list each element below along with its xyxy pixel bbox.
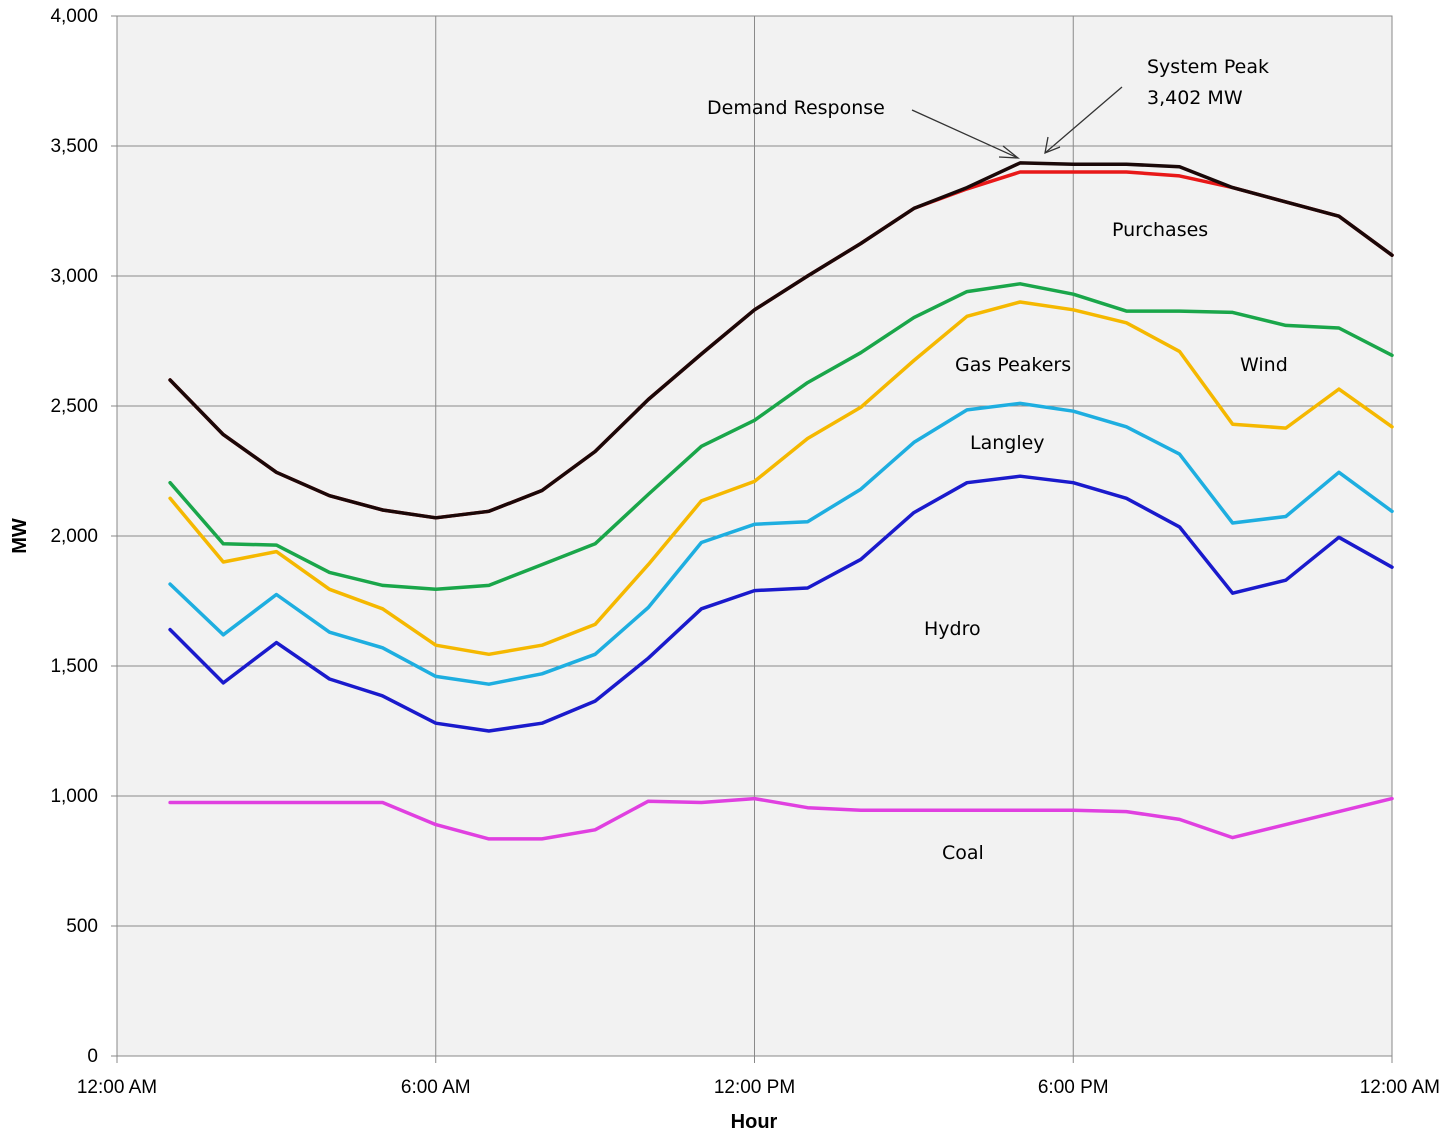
demand-response-arrow	[911, 109, 1019, 159]
series-line-6	[168, 161, 1394, 520]
y-tick-label: 4,000	[50, 6, 98, 27]
y-tick-label: 500	[66, 916, 98, 937]
series-line-2	[168, 401, 1394, 686]
y-axis-title: MW	[9, 518, 31, 554]
x-tick-label: 6:00 PM	[1038, 1077, 1109, 1098]
x-tick-label: 6:00 AM	[401, 1077, 471, 1098]
series-line-3	[168, 300, 1394, 657]
y-tick-labels: 0 500 1,000 1,500 2,000 2,500 3,000 3,500 4,000	[50, 6, 98, 1067]
annotation-demand-response: Demand Response	[707, 97, 885, 119]
x-tick-labels: 12:00 AM 6:00 AM 12:00 PM 6:00 PM 12:00 AM	[77, 1077, 1440, 1098]
y-tick-label: 0	[87, 1046, 98, 1067]
annotation-hydro: Hydro	[924, 618, 981, 640]
annotation-gas-peakers: Gas Peakers	[955, 354, 1071, 376]
x-tick-label: 12:00 PM	[714, 1077, 795, 1098]
y-tick-label: 2,000	[50, 526, 98, 547]
annotation-purchases: Purchases	[1112, 219, 1208, 241]
demand-response-arrowhead	[998, 145, 1020, 159]
y-tick-label: 1,500	[50, 656, 98, 677]
series-line-1	[168, 474, 1394, 733]
y-tick-label: 2,500	[50, 396, 98, 417]
annotation-system-peak-value: 3,402 MW	[1147, 87, 1243, 109]
system-peak-arrowhead	[1044, 136, 1061, 155]
x-axis-title: Hour	[731, 1111, 778, 1133]
system-peak-arrow	[1044, 86, 1123, 154]
series-lines	[168, 161, 1394, 841]
series-line-4	[168, 282, 1394, 592]
series-line-0	[168, 796, 1394, 841]
gridlines	[111, 15, 1393, 1063]
annotation-arrows	[911, 86, 1123, 159]
x-tick-label: 12:00 AM	[77, 1077, 157, 1098]
y-tick-label: 3,000	[50, 266, 98, 287]
annotation-coal: Coal	[942, 842, 984, 864]
y-tick-label: 3,500	[50, 136, 98, 157]
annotation-system-peak: System Peak	[1147, 56, 1269, 78]
y-tick-label: 1,000	[50, 786, 98, 807]
annotation-langley: Langley	[970, 432, 1045, 454]
x-tick-label: 12:00 AM	[1360, 1077, 1440, 1098]
annotation-wind: Wind	[1240, 354, 1288, 376]
